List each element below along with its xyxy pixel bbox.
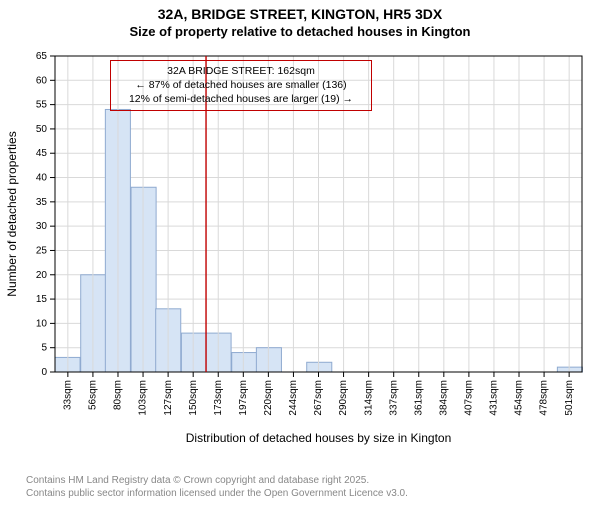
x-tick-label: 267sqm [313,380,324,416]
y-tick-label: 20 [36,270,48,281]
y-tick-label: 55 [36,100,48,111]
y-tick-label: 0 [41,367,47,378]
chart-area: 0 5 10 15 20 25 30 35 40 45 50 55 60 65 33sqm 56sqm 80sq… [0,50,600,450]
y-tick-label: 30 [36,221,48,232]
footer-line1: Contains HM Land Registry data © Crown c… [26,474,408,487]
y-axis-label: Number of detached properties [5,131,19,296]
annotation-line1: 32A BRIDGE STREET: 162sqm [117,64,365,78]
x-tick-label: 314sqm [363,380,374,416]
histogram-bar [307,362,332,372]
x-tick-label: 337sqm [388,380,399,416]
chart-title-line2: Size of property relative to detached ho… [0,24,600,39]
y-tick-label: 15 [36,294,48,305]
y-tick-label: 10 [36,318,48,329]
x-tick-label: 173sqm [213,380,224,416]
x-tick-label: 127sqm [163,380,174,416]
x-axis-label: Distribution of detached houses by size … [186,431,452,445]
x-tick-label: 454sqm [514,380,525,416]
y-tick-label: 40 [36,173,48,184]
y-tick-label: 60 [36,75,48,86]
histogram-bar [256,348,281,372]
y-tick-label: 45 [36,148,48,159]
footer-attribution: Contains HM Land Registry data © Crown c… [26,474,408,500]
histogram-bar [131,187,156,372]
y-tick-label: 35 [36,197,48,208]
x-tick-label: 103sqm [138,380,149,416]
y-tick-label: 5 [41,343,47,354]
annotation-line3: 12% of semi-detached houses are larger (… [117,92,365,106]
x-tick-label: 244sqm [288,380,299,416]
histogram-bar [557,367,582,372]
x-tick-label: 33sqm [62,380,73,410]
histogram-bar [181,333,206,372]
x-tick-label: 197sqm [238,380,249,416]
x-tick-label: 501sqm [564,380,575,416]
x-tick-label: 431sqm [489,380,500,416]
x-tick-label: 290sqm [338,380,349,416]
x-tick-label: 407sqm [464,380,475,416]
x-tick-label: 361sqm [413,380,424,416]
annotation-box: 32A BRIDGE STREET: 162sqm ← 87% of detac… [110,60,372,111]
x-tick-label: 220sqm [263,380,274,416]
y-tick-label: 50 [36,124,48,135]
y-tick-label: 65 [36,51,48,62]
x-tick-label: 478sqm [539,380,550,416]
x-tick-label: 80sqm [113,380,124,410]
footer-line2: Contains public sector information licen… [26,487,408,500]
x-tick-label: 56sqm [88,380,99,410]
x-tick-label: 150sqm [188,380,199,416]
histogram-bar [232,353,257,372]
y-tick-label: 25 [36,245,48,256]
x-tick-label: 384sqm [438,380,449,416]
chart-title-line1: 32A, BRIDGE STREET, KINGTON, HR5 3DX [0,6,600,22]
annotation-line2: ← 87% of detached houses are smaller (13… [117,78,365,92]
